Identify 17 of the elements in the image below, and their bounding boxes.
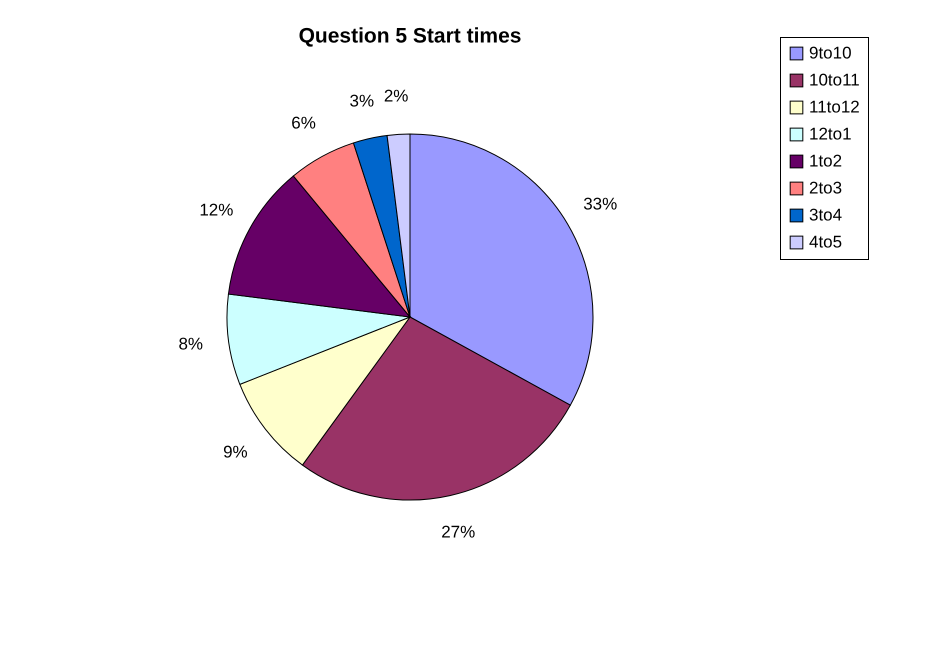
legend-label: 10to11 — [809, 70, 860, 90]
legend-label: 4to5 — [809, 232, 842, 252]
legend-label: 12to1 — [809, 124, 852, 144]
chart-title: Question 5 Start times — [298, 24, 522, 48]
legend-label: 3to4 — [809, 206, 842, 224]
legend-label: 2to3 — [809, 178, 842, 198]
legend-label: 9to10 — [809, 44, 852, 62]
data-label: 27% — [441, 522, 476, 542]
data-label: 2% — [384, 86, 408, 106]
data-label: 8% — [178, 334, 204, 354]
data-label: 12% — [199, 200, 234, 220]
legend-label: 11to12 — [809, 98, 860, 116]
data-label: 9% — [223, 442, 248, 462]
legend-label: 1to2 — [809, 152, 842, 170]
data-label: 33% — [583, 194, 618, 214]
data-label: 3% — [350, 91, 374, 110]
data-label: 6% — [291, 113, 316, 132]
